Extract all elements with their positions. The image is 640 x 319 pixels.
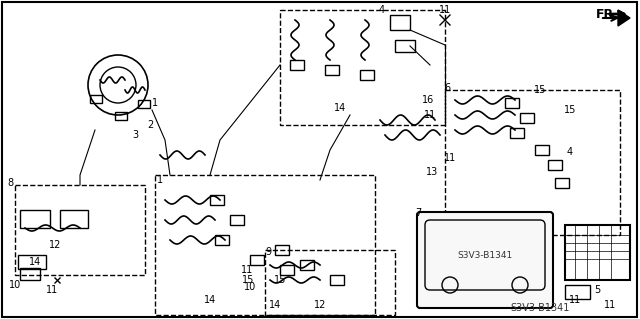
Text: 10: 10 — [244, 282, 256, 292]
Bar — [215, 235, 229, 245]
Bar — [230, 215, 244, 225]
Polygon shape — [618, 10, 630, 26]
Text: 14: 14 — [334, 103, 346, 113]
Bar — [395, 40, 415, 52]
Bar — [330, 275, 344, 285]
Text: 14: 14 — [269, 300, 281, 310]
Text: 5: 5 — [594, 285, 600, 295]
Text: 15: 15 — [534, 85, 546, 95]
Text: 14: 14 — [29, 257, 41, 267]
Text: 13: 13 — [426, 167, 438, 177]
Text: 11: 11 — [444, 153, 456, 163]
Bar — [280, 265, 294, 275]
Bar — [60, 210, 88, 228]
Text: 14: 14 — [204, 295, 216, 305]
Text: 7: 7 — [415, 208, 421, 218]
Bar — [565, 225, 630, 280]
Text: 11: 11 — [569, 295, 581, 305]
Text: 12: 12 — [49, 240, 61, 250]
Bar — [20, 210, 50, 228]
Bar — [280, 10, 445, 125]
Text: 12: 12 — [314, 300, 326, 310]
Text: 1: 1 — [152, 98, 158, 108]
Text: 4: 4 — [567, 147, 573, 157]
Bar — [565, 285, 590, 299]
Text: 11: 11 — [604, 300, 616, 310]
Text: 9: 9 — [265, 247, 271, 257]
Bar — [520, 113, 534, 123]
Bar — [275, 245, 289, 255]
Bar — [265, 250, 395, 315]
Bar — [290, 60, 304, 70]
Text: 16: 16 — [422, 95, 434, 105]
Text: S3V3-B1341: S3V3-B1341 — [510, 303, 570, 313]
Text: 10: 10 — [9, 280, 21, 290]
Text: 15: 15 — [274, 275, 286, 285]
Bar — [325, 65, 339, 75]
Bar — [115, 112, 127, 120]
Text: 11: 11 — [46, 285, 58, 295]
Text: 2: 2 — [147, 120, 153, 130]
Bar — [390, 15, 410, 30]
Text: 11: 11 — [424, 110, 436, 120]
Text: 1: 1 — [157, 175, 163, 185]
Text: 8: 8 — [7, 178, 13, 188]
Text: 15: 15 — [564, 105, 576, 115]
Bar — [250, 255, 264, 265]
Bar — [20, 268, 40, 280]
Text: FR.: FR. — [595, 9, 619, 21]
Bar — [90, 95, 102, 103]
Bar — [445, 90, 620, 235]
Text: S3V3-B1341: S3V3-B1341 — [458, 250, 513, 259]
Bar — [210, 195, 224, 205]
Bar — [548, 160, 562, 170]
Bar — [15, 185, 145, 275]
Text: 11: 11 — [439, 5, 451, 15]
Text: 6: 6 — [444, 83, 450, 93]
Text: 11: 11 — [241, 265, 253, 275]
Text: 15: 15 — [242, 275, 254, 285]
Bar — [360, 70, 374, 80]
Text: 4: 4 — [379, 5, 385, 15]
Bar — [555, 178, 569, 188]
Bar — [155, 175, 375, 315]
Bar — [505, 98, 519, 108]
Bar — [535, 145, 549, 155]
Bar — [18, 255, 46, 269]
Bar — [510, 128, 524, 138]
Bar — [300, 260, 314, 270]
Text: 3: 3 — [132, 130, 138, 140]
FancyBboxPatch shape — [417, 212, 553, 308]
Bar — [138, 100, 150, 108]
